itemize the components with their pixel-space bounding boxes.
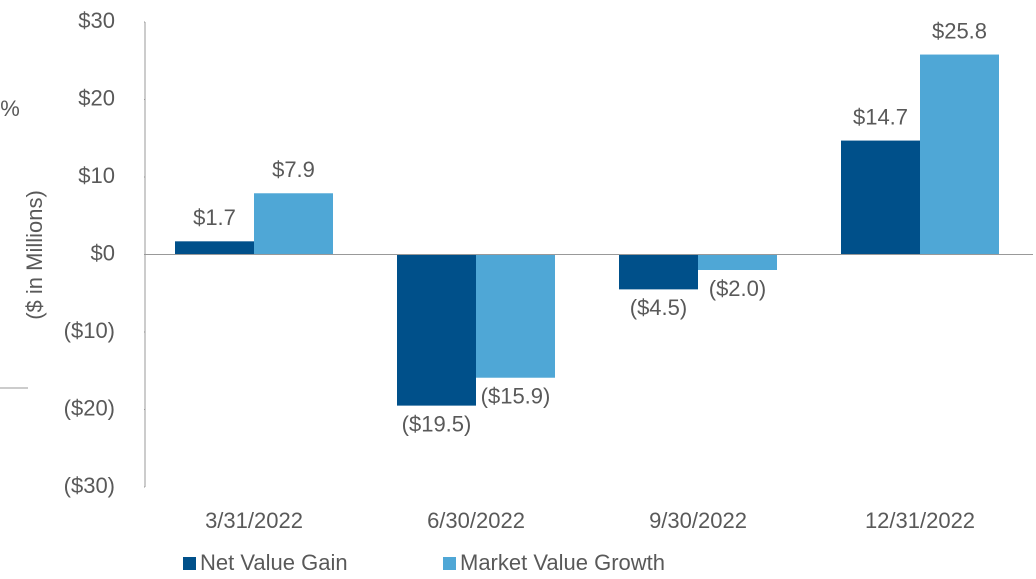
legend-swatch: [183, 557, 196, 570]
value-label: $7.9: [272, 157, 315, 182]
value-label: $14.7: [853, 104, 908, 129]
value-label: ($19.5): [402, 411, 472, 436]
legend-label: Net Value Gain: [200, 550, 348, 575]
bar: [619, 254, 698, 290]
annotation: %: [0, 96, 20, 121]
y-tick-label: $10: [78, 163, 115, 188]
y-tick-label: $20: [78, 85, 115, 110]
bar: [698, 254, 777, 270]
y-axis-label: ($ in Millions): [22, 190, 47, 320]
value-label: $25.8: [932, 18, 987, 43]
x-tick-label: 3/31/2022: [205, 508, 303, 533]
bar: [175, 241, 254, 255]
bar: [920, 54, 999, 255]
bar: [841, 140, 920, 255]
y-tick-label: $0: [91, 240, 115, 265]
bar: [397, 254, 476, 406]
legend-swatch: [443, 557, 456, 570]
value-label: ($2.0): [709, 276, 766, 301]
x-tick-label: 12/31/2022: [865, 508, 975, 533]
y-tick-label: ($30): [64, 473, 115, 498]
y-tick-label: ($10): [64, 318, 115, 343]
bar: [476, 254, 555, 378]
y-tick-label: $30: [78, 8, 115, 33]
x-tick-label: 9/30/2022: [649, 508, 747, 533]
y-tick-label: ($20): [64, 395, 115, 420]
value-label: ($4.5): [630, 295, 687, 320]
value-label: ($15.9): [481, 384, 551, 409]
value-label: $1.7: [193, 205, 236, 230]
legend-label: Market Value Growth: [460, 550, 665, 575]
bar: [254, 193, 333, 255]
x-tick-label: 6/30/2022: [427, 508, 525, 533]
